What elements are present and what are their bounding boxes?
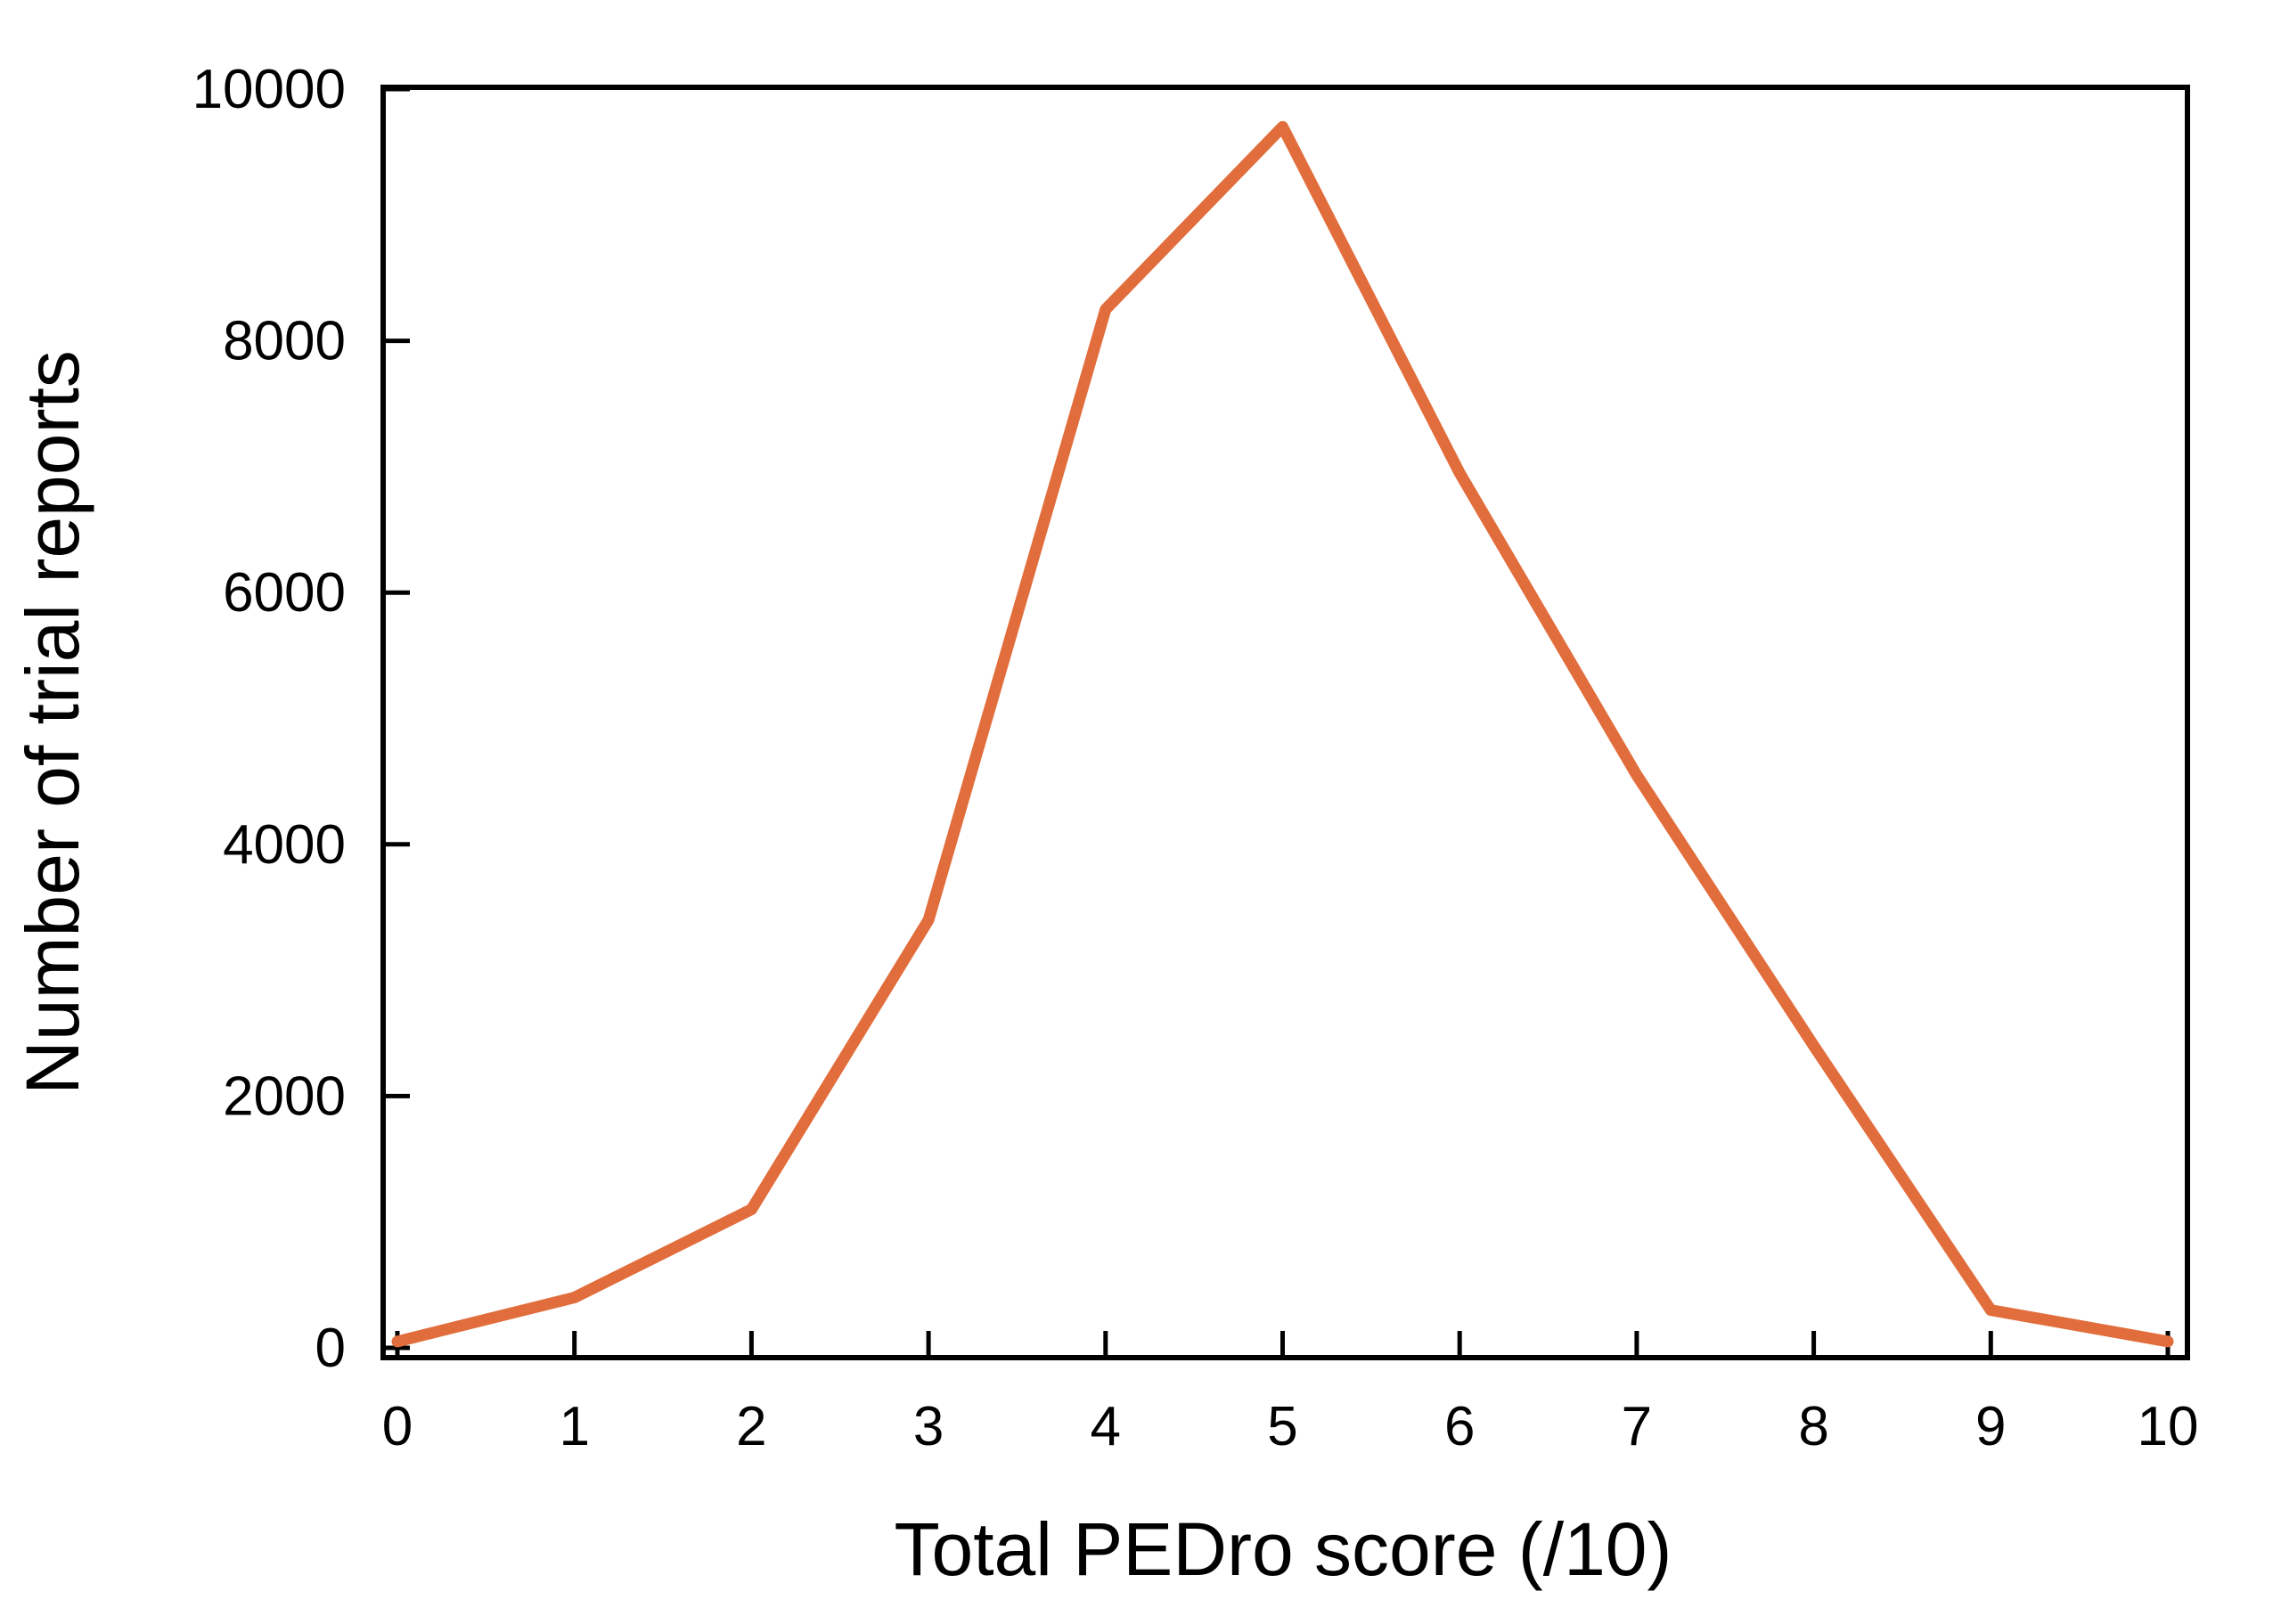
x-axis-ticks: 0 1 2 3 4 5 6 7 8 9 10: [382, 1331, 2199, 1457]
x-tick-label: 6: [1444, 1396, 1475, 1457]
x-tick-label: 9: [1975, 1396, 2006, 1457]
trial-reports-line: [391, 120, 2174, 1348]
y-tick-label: 6000: [223, 562, 346, 624]
x-tick-label: 0: [382, 1396, 413, 1457]
y-tick-label: 4000: [223, 814, 346, 876]
x-tick-label: 4: [1091, 1396, 1121, 1457]
x-tick-label: 7: [1622, 1396, 1652, 1457]
y-tick-label: 10000: [192, 59, 346, 120]
x-tick-label: 5: [1267, 1396, 1297, 1457]
x-tick-label: 8: [1798, 1396, 1828, 1457]
data-series: [391, 120, 2174, 1348]
plot-border: [380, 85, 2190, 1360]
x-axis-title: Total PEDro score (/10): [895, 1507, 1672, 1591]
x-tick-label: 2: [736, 1396, 766, 1457]
y-tick-label: 2000: [223, 1065, 346, 1127]
y-axis-ticks: 0 2000 4000 6000 8000 10000: [192, 59, 410, 1379]
y-axis-title: Number of trial reports: [11, 350, 94, 1095]
x-tick-label: 3: [913, 1396, 944, 1457]
y-tick-label: 0: [315, 1318, 346, 1379]
x-tick-label: 1: [559, 1396, 589, 1457]
plot-frame: [380, 85, 2190, 1360]
x-tick-label: 10: [2138, 1396, 2199, 1457]
y-tick-label: 8000: [223, 311, 346, 372]
